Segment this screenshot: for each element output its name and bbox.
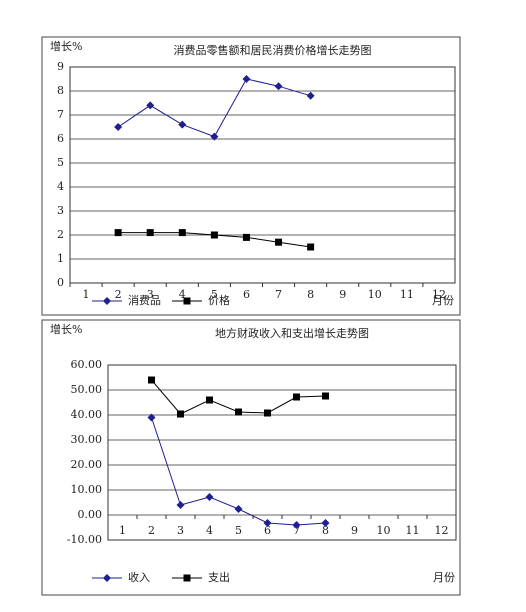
x-tick-label: 7: [293, 524, 300, 537]
x-tick-label: 3: [177, 524, 184, 537]
x-axis-label: 月份: [432, 294, 454, 307]
x-tick-label: 6: [264, 524, 271, 537]
x-tick-label: 7: [275, 288, 282, 301]
marker: [321, 519, 330, 527]
marker: [103, 574, 111, 582]
x-tick-label: 8: [322, 524, 329, 537]
y-tick-label: 0: [57, 276, 64, 289]
marker: [147, 413, 156, 422]
marker: [176, 501, 185, 509]
marker: [146, 101, 155, 110]
x-tick-label: 4: [206, 524, 213, 537]
x-tick-label: 5: [211, 288, 218, 301]
y-tick-label: 50.00: [71, 383, 103, 396]
marker: [292, 521, 301, 529]
x-tick-label: 10: [368, 288, 382, 301]
x-tick-label: 9: [339, 288, 346, 301]
marker: [183, 297, 191, 305]
x-tick-label: 4: [179, 288, 186, 301]
marker: [210, 231, 218, 239]
y-tick-label: 20.00: [71, 458, 103, 471]
marker: [206, 396, 213, 404]
y-tick-label: 2: [57, 228, 64, 241]
marker: [210, 132, 219, 141]
marker: [293, 393, 300, 401]
marker: [103, 297, 111, 305]
x-tick-label: 2: [115, 288, 122, 301]
marker: [322, 392, 329, 400]
marker: [177, 410, 184, 418]
y-tick-label: 8: [57, 84, 64, 97]
marker: [146, 229, 154, 237]
marker: [234, 505, 243, 513]
x-tick-label: 8: [307, 288, 314, 301]
marker: [178, 120, 187, 129]
y-tick-label: -10.00: [67, 533, 102, 546]
y-tick-label: 40.00: [71, 408, 103, 421]
marker: [306, 91, 315, 100]
x-tick-label: 6: [243, 288, 250, 301]
marker: [263, 519, 272, 527]
marker: [178, 229, 186, 237]
marker: [275, 238, 283, 246]
x-tick-label: 2: [148, 524, 155, 537]
marker: [274, 82, 283, 91]
y-tick-label: 30.00: [71, 433, 103, 446]
chart-frame: [41, 319, 461, 596]
x-tick-label: 5: [235, 524, 242, 537]
marker: [148, 376, 155, 384]
y-tick-label: 4: [57, 180, 64, 193]
marker: [307, 243, 315, 251]
x-tick-label: 10: [377, 524, 391, 537]
marker: [205, 493, 214, 501]
legend-label: 消费品: [128, 293, 161, 307]
x-tick-label: 11: [406, 524, 420, 537]
marker: [264, 409, 271, 417]
y-tick-label: 1: [57, 252, 64, 265]
y-tick-label: 9: [57, 60, 64, 73]
marker: [183, 574, 191, 582]
x-tick-label: 12: [435, 524, 449, 537]
x-axis-label: 月份: [433, 571, 455, 584]
marker: [114, 229, 122, 237]
marker: [114, 123, 123, 131]
chart-frame: [41, 36, 461, 316]
x-tick-label: 9: [351, 524, 358, 537]
y-tick-label: 60.00: [71, 358, 103, 371]
chart-title: 消费品零售额和居民消费价格增长走势图: [174, 43, 372, 57]
marker: [242, 75, 251, 83]
series-line: [117, 78, 311, 138]
marker: [242, 233, 250, 241]
x-tick-label: 1: [119, 524, 126, 537]
plot-area: [69, 66, 456, 284]
x-tick-label: 1: [83, 288, 90, 301]
y-tick-label: 10.00: [71, 483, 103, 496]
y-axis-label: 增长%: [50, 322, 82, 336]
legend-label: 收入: [128, 570, 150, 584]
chart-title: 地方财政收入和支出增长走势图: [215, 326, 369, 340]
x-tick-label: 3: [147, 288, 154, 301]
y-tick-label: 6: [57, 132, 64, 145]
marker: [235, 408, 242, 416]
plot-area: [107, 364, 457, 541]
x-tick-label: 11: [400, 288, 414, 301]
y-tick-label: 5: [57, 156, 64, 169]
legend-label: 价格: [208, 293, 230, 307]
y-axis-label: 增长%: [50, 39, 82, 53]
y-tick-label: 7: [57, 108, 64, 121]
y-tick-label: 0.00: [78, 508, 103, 521]
x-tick-label: 12: [432, 288, 446, 301]
legend-label: 支出: [208, 570, 230, 584]
y-tick-label: 3: [57, 204, 64, 217]
